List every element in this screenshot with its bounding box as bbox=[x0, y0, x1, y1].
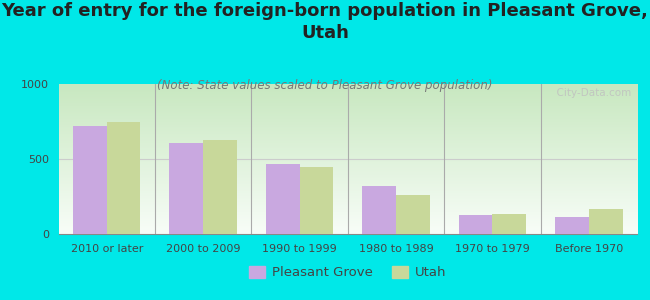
Bar bbox=[362, 186, 396, 234]
Bar bbox=[300, 167, 333, 234]
Text: (Note: State values scaled to Pleasant Grove population): (Note: State values scaled to Pleasant G… bbox=[157, 80, 493, 92]
Bar bbox=[107, 122, 140, 234]
Bar bbox=[203, 140, 237, 234]
Bar bbox=[73, 126, 107, 234]
Bar bbox=[459, 214, 493, 234]
Bar bbox=[555, 217, 589, 234]
Text: City-Data.com: City-Data.com bbox=[550, 88, 631, 98]
Bar bbox=[170, 142, 203, 234]
Bar bbox=[589, 208, 623, 234]
Bar bbox=[396, 195, 430, 234]
Text: Year of entry for the foreign-born population in Pleasant Grove,
Utah: Year of entry for the foreign-born popul… bbox=[1, 2, 649, 42]
Bar bbox=[493, 214, 526, 234]
Bar bbox=[266, 164, 300, 234]
Legend: Pleasant Grove, Utah: Pleasant Grove, Utah bbox=[244, 260, 452, 284]
